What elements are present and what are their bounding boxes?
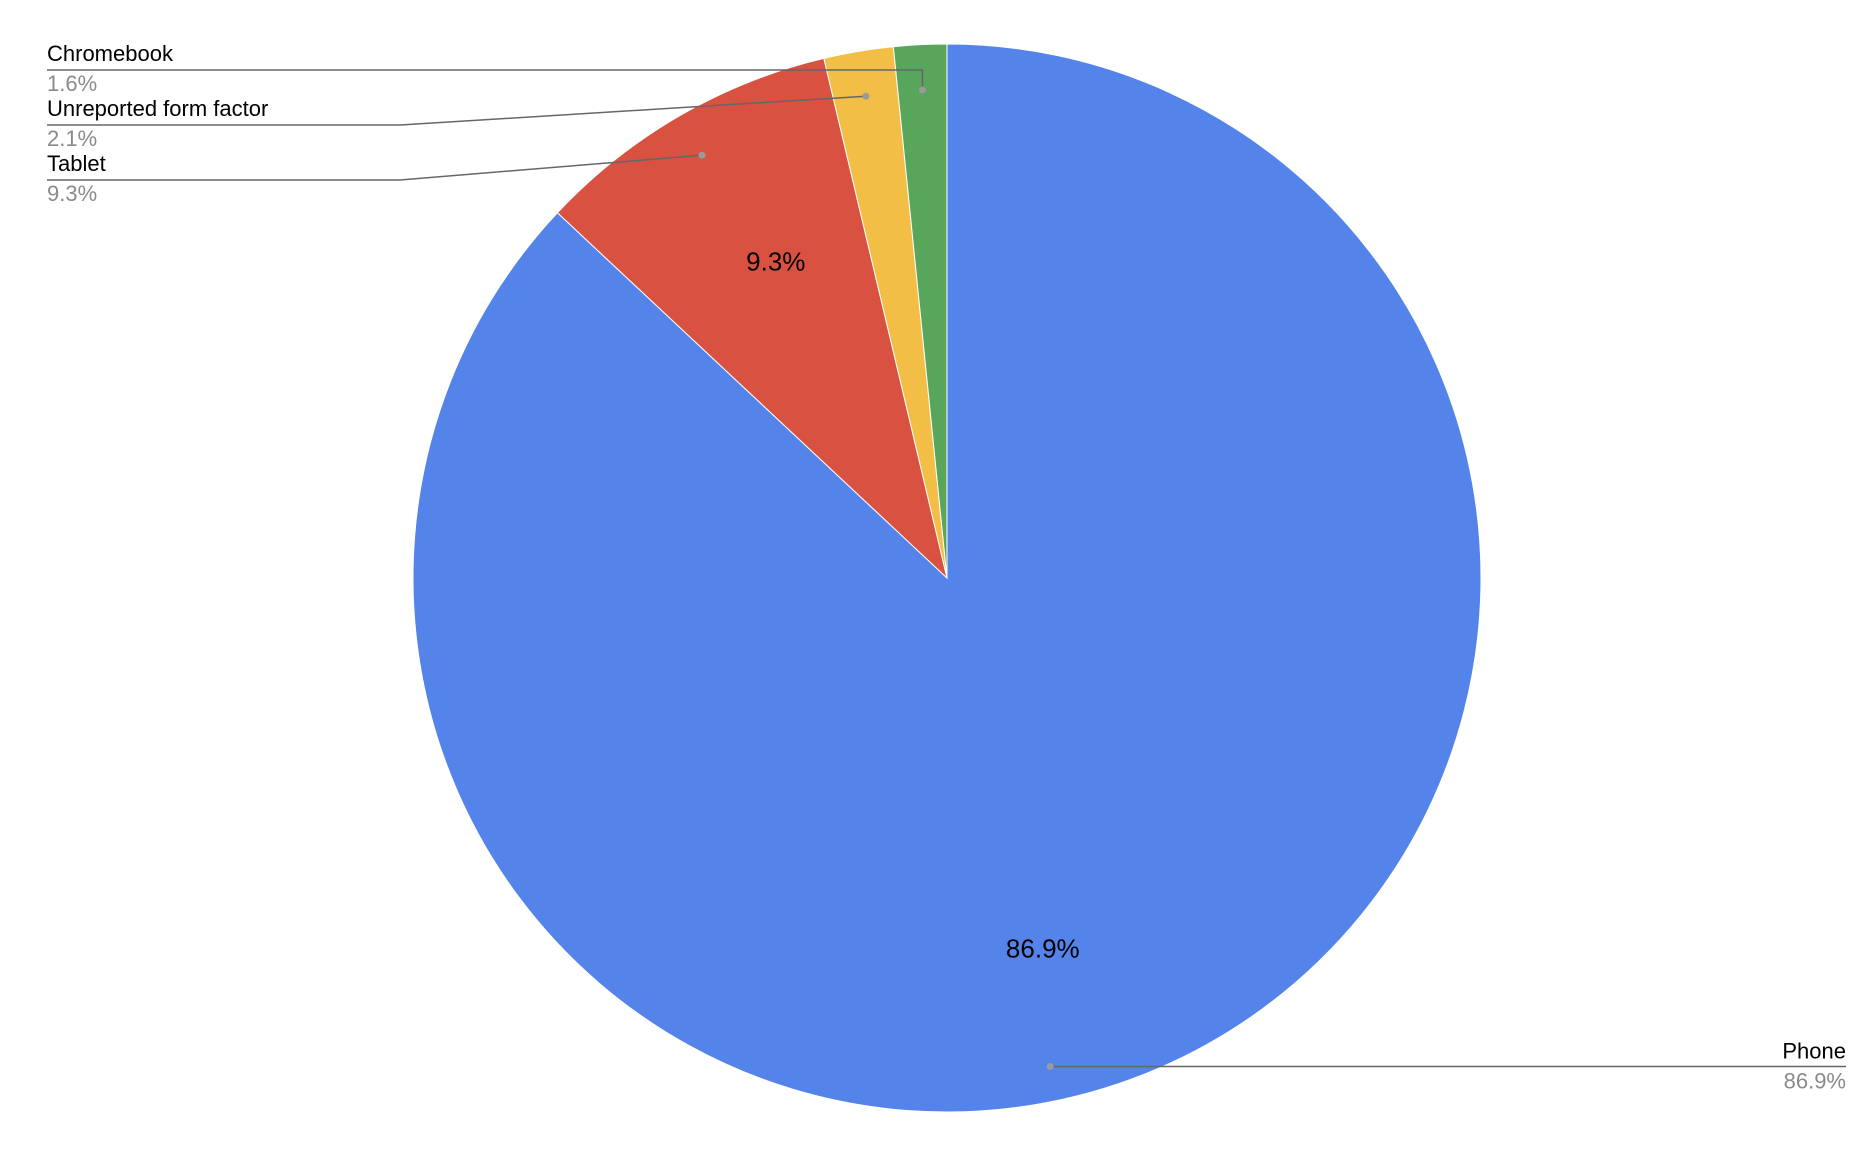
- leader-line-unreported-form-factor: [47, 95, 866, 126]
- pie-slice-phone: [412, 43, 1482, 1113]
- slices-layer: [412, 43, 1482, 1113]
- leader-line-tablet: [47, 154, 703, 181]
- callout-percent-chromebook: 1.6%: [47, 71, 97, 96]
- leader-dot-phone: [1046, 1063, 1054, 1070]
- callout-name-phone: Phone: [1782, 1039, 1846, 1064]
- pie-slice-tablet: [556, 57, 948, 580]
- callouts-layer: Chromebook 1.6%Unreported form factor 2.1%…: [47, 41, 1846, 1094]
- leader-dot-chromebook: [918, 86, 926, 94]
- pie-slice-chromebook: [892, 43, 948, 579]
- callout-name-chromebook: Chromebook: [47, 41, 174, 66]
- leader-line-chromebook: [47, 69, 924, 90]
- leader-dot-tablet: [698, 151, 706, 159]
- callout-percent-tablet: 9.3%: [47, 181, 97, 206]
- callout-name-tablet: Tablet: [47, 151, 106, 176]
- leader-dot-unreported-form-factor: [862, 92, 870, 100]
- slice-label-phone: 86.9%: [1006, 933, 1080, 963]
- callout-percent-phone: 86.9%: [1784, 1069, 1846, 1094]
- inner-labels-layer: 86.9% 9.3%: [746, 247, 1080, 964]
- callout-name-unreported-form-factor: Unreported form factor: [47, 96, 268, 121]
- slice-label-tablet: 9.3%: [746, 247, 805, 277]
- callout-percent-unreported-form-factor: 2.1%: [47, 126, 97, 151]
